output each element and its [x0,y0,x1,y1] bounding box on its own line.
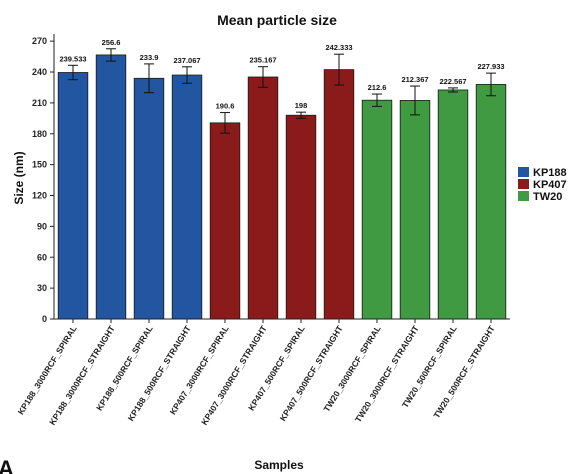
x-tick-label: KP407_500RCF_STRAIGHT [278,323,345,423]
bar [171,74,203,320]
y-tick-label: 210 [32,98,47,108]
error-bar [68,64,78,81]
data-labels-layer: 239.533 256.6 233.9 237.067 190.6 235.167 198 2… [59,38,504,111]
y-tick-label: 120 [32,191,47,201]
bar [209,122,241,320]
legend-item-kp407: KP407 [518,179,567,191]
chart-title: Mean particle size [217,12,337,28]
bar [475,84,507,320]
error-bar [220,112,230,134]
y-tick-label: 270 [32,36,47,46]
error-bars-layer [68,48,496,134]
error-bar [296,111,306,119]
bar [57,72,89,320]
data-label: 222.567 [439,77,466,86]
bar [133,77,165,320]
legend-label: TW20 [533,191,562,203]
data-label: 212.367 [401,75,428,84]
data-label: 190.6 [216,102,235,111]
bar [285,114,317,320]
bar [399,100,431,320]
data-label: 237.067 [173,56,200,65]
legend-item-kp188: KP188 [518,167,567,179]
y-tick-label: 180 [32,129,47,139]
x-axis-title: Samples [254,458,304,472]
legend-label: KP407 [533,179,567,191]
error-bar [106,48,116,62]
data-label: 239.533 [59,54,86,63]
bar [247,76,279,320]
y-tick-label: 0 [42,314,47,324]
data-label: 235.167 [249,56,276,65]
legend-swatch [518,167,529,177]
data-label: 233.9 [140,53,159,62]
data-label: 212.6 [368,83,387,92]
legend-label: KP188 [533,167,567,179]
bar [437,89,469,320]
y-tick-label: 240 [32,67,47,77]
error-bar [448,87,458,93]
error-bar [258,66,268,88]
error-bar [486,72,496,97]
legend-item-tw20: TW20 [518,191,562,203]
x-axis: KP188_3000RCF_SPIRALKP188_3000RCF_STRAIG… [16,318,510,427]
data-label: 242.333 [325,43,352,52]
x-tick-label: KP407_3000RCF_STRAIGHT [199,323,269,427]
error-bar [410,85,420,116]
bar [95,54,127,320]
data-label: 198 [295,101,308,110]
data-label: 227.933 [477,62,504,71]
error-bar [182,66,192,84]
error-bar [144,63,154,94]
bar [323,69,355,320]
data-label: 256.6 [102,38,121,47]
y-tick-label: 60 [37,252,47,262]
y-axis: 0 30 60 90 120 150 180 210 240 270 [32,34,55,324]
y-tick-label: 30 [37,283,47,293]
legend-swatch [518,191,529,201]
x-tick-label: KP188_500RCF_STRAIGHT [126,323,193,423]
x-tick-label: TW20_3000RCF_STRAIGHT [353,323,421,424]
y-tick-label: 150 [32,160,47,170]
y-axis-title: Size (nm) [12,151,26,204]
bars-layer [57,54,507,320]
bar [361,99,393,320]
legend-swatch [518,179,529,189]
x-tick-label: KP188_3000RCF_STRAIGHT [47,323,117,427]
y-tick-label: 90 [37,221,47,231]
error-bar [372,93,382,107]
panel-letter: A [0,456,14,474]
error-bar [334,53,344,86]
